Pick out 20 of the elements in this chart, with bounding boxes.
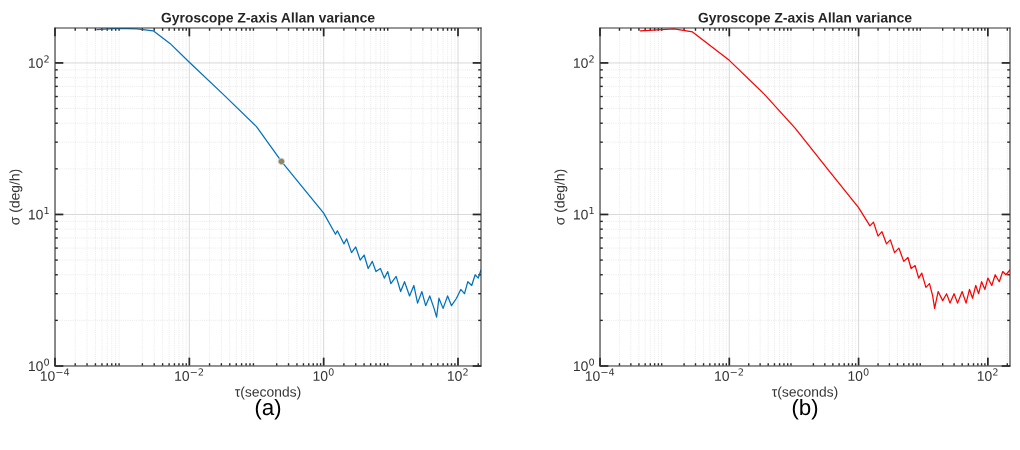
y-tick-label: 10$^{2}$ — [573, 55, 594, 68]
y-tick-label: 10$^{1}$ — [573, 206, 594, 220]
y-tick-label: 10$^{1}$ — [28, 206, 49, 220]
x-axis-title: τ(seconds) — [771, 386, 838, 400]
x-tick-label: 10$^{0}$ — [313, 368, 334, 381]
y-tick-label: 10$^{2}$ — [28, 55, 49, 68]
y-axis-title: σ (deg/h) — [554, 169, 568, 225]
chart-title: Gyroscope Z-axis Allan variance — [698, 12, 912, 26]
x-tick-label: 10$^{2}$ — [977, 368, 998, 381]
y-tick-label: 10$^{0}$ — [28, 358, 50, 372]
x-tick-label: 10$^{2}$ — [447, 368, 468, 381]
x-axis-title: τ(seconds) — [234, 386, 301, 400]
y-tick-label: 10$^{0}$ — [573, 358, 595, 372]
x-tick-label: 10$^{−2}$ — [715, 368, 744, 381]
x-tick-label: 10$^{0}$ — [848, 368, 869, 381]
chart-title: Gyroscope Z-axis Allan variance — [161, 12, 375, 26]
x-tick-label: 10$^{−2}$ — [175, 368, 204, 381]
text: (b) — [792, 398, 818, 420]
text: (a) — [255, 398, 281, 420]
y-axis-title: σ (deg/h) — [9, 169, 23, 225]
